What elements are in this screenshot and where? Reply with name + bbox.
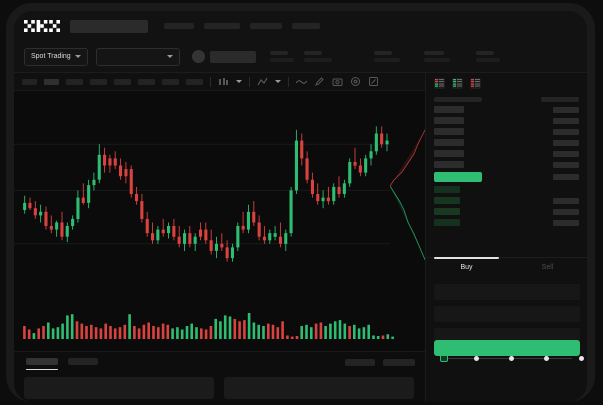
order-price-field[interactable] (434, 284, 580, 300)
order-book-view-modes (426, 73, 587, 94)
orderbook-ask-row[interactable] (434, 106, 579, 113)
market-stat-change (303, 51, 332, 62)
chevron-down-icon[interactable] (236, 80, 242, 83)
candle-type-icon[interactable] (218, 77, 229, 87)
timeframe-1w[interactable] (162, 78, 179, 85)
volume-histogram-svg (23, 313, 394, 339)
chevron-down-icon[interactable] (275, 80, 281, 83)
pencil-icon[interactable] (314, 76, 325, 87)
order-book-column-headers (426, 94, 587, 106)
volume-histogram (14, 291, 425, 351)
bottom-panel (14, 351, 425, 402)
orderbook-mode-asks-icon[interactable] (470, 78, 481, 89)
nav-item-1[interactable] (164, 23, 194, 29)
tab-buy[interactable]: Buy (426, 257, 507, 276)
last-price-value (209, 50, 256, 63)
candlestick-chart-svg (14, 126, 425, 262)
coin-avatar (191, 50, 205, 63)
trading-pair-dropdown[interactable] (95, 47, 180, 66)
order-amount-field[interactable] (434, 306, 580, 322)
timeframe-1h[interactable] (90, 78, 107, 85)
slider-stop-25[interactable] (474, 355, 479, 361)
market-type-dropdown[interactable]: Spot Trading (24, 47, 88, 66)
okx-logo[interactable] (24, 20, 60, 32)
orderbook-mode-both-icon[interactable] (434, 78, 445, 89)
device-frame: Spot Trading (6, 3, 595, 402)
bottom-action-2[interactable] (383, 359, 415, 366)
orderbook-col-price (434, 97, 482, 102)
buy-sell-tab-strip: Buy Sell (426, 257, 587, 276)
orderbook-bid-row[interactable] (434, 208, 579, 215)
orderbook-spread-row[interactable] (434, 172, 579, 182)
market-stat-low (423, 51, 450, 62)
toolbar-divider (210, 76, 211, 87)
spread-highlight (434, 172, 482, 182)
orderbook-ask-row[interactable] (434, 117, 579, 124)
nav-item-2[interactable] (204, 23, 240, 29)
market-pair-bar: Spot Trading (14, 41, 587, 73)
trade-form: Buy Sell (426, 257, 587, 364)
bottom-tab-order-history[interactable] (68, 358, 98, 365)
candlestick-chart[interactable] (14, 91, 425, 291)
slider-stop-100[interactable] (579, 355, 584, 361)
order-book-rows (426, 106, 587, 226)
orderbook-bid-row[interactable] (434, 219, 579, 226)
indicators-icon[interactable] (257, 77, 268, 87)
order-book-panel: Buy Sell (425, 73, 587, 402)
buy-button[interactable] (434, 340, 580, 356)
market-stat-high (373, 51, 400, 62)
chevron-down-icon (166, 55, 173, 58)
market-stat-volume (475, 51, 500, 62)
orderbook-col-amount (541, 97, 579, 102)
orderbook-ask-row[interactable] (434, 150, 579, 157)
device-screen: Spot Trading (14, 11, 587, 402)
chevron-down-icon (74, 55, 81, 58)
bottom-panel-tabs (14, 352, 425, 370)
nav-item-3[interactable] (250, 23, 282, 29)
timeframe-1d[interactable] (138, 78, 155, 85)
tab-sell[interactable]: Sell (541, 264, 554, 271)
fullscreen-icon[interactable] (368, 76, 379, 87)
orderbook-ask-row[interactable] (434, 139, 579, 146)
bottom-panel-actions (345, 359, 415, 366)
bottom-tab-open-orders[interactable] (26, 358, 58, 370)
timeframe-5m[interactable] (44, 78, 59, 85)
bottom-panel-cards (14, 365, 425, 399)
market-stat-price (269, 51, 294, 62)
orderbook-ask-row[interactable] (434, 161, 579, 168)
app-header (14, 11, 587, 41)
slider-stop-50[interactable] (509, 355, 514, 361)
bottom-action-1[interactable] (345, 359, 375, 366)
settings-icon[interactable] (350, 76, 361, 87)
toolbar-divider (249, 76, 250, 87)
bottom-card-right[interactable] (224, 377, 414, 399)
market-type-label: Spot Trading (31, 53, 71, 60)
nav-item-4[interactable] (292, 23, 320, 29)
toolbar-divider (288, 76, 289, 87)
bottom-card-left[interactable] (24, 377, 214, 399)
timeframe-1m[interactable] (22, 78, 37, 85)
orderbook-bid-row[interactable] (434, 197, 579, 204)
line-tool-icon[interactable] (296, 77, 307, 87)
timeframe-15m[interactable] (66, 78, 83, 85)
slider-stop-75[interactable] (544, 355, 549, 361)
search-input[interactable] (70, 19, 148, 33)
header-nav (70, 19, 320, 33)
orderbook-bid-row[interactable] (434, 186, 579, 193)
camera-icon[interactable] (332, 76, 343, 87)
chart-toolbar (14, 73, 425, 91)
orderbook-mode-bids-icon[interactable] (452, 78, 463, 89)
timeframe-more[interactable] (186, 78, 203, 85)
slider-track (442, 358, 572, 359)
orderbook-ask-row[interactable] (434, 128, 579, 135)
active-tab-underline (26, 368, 58, 370)
timeframe-4h[interactable] (114, 78, 131, 85)
